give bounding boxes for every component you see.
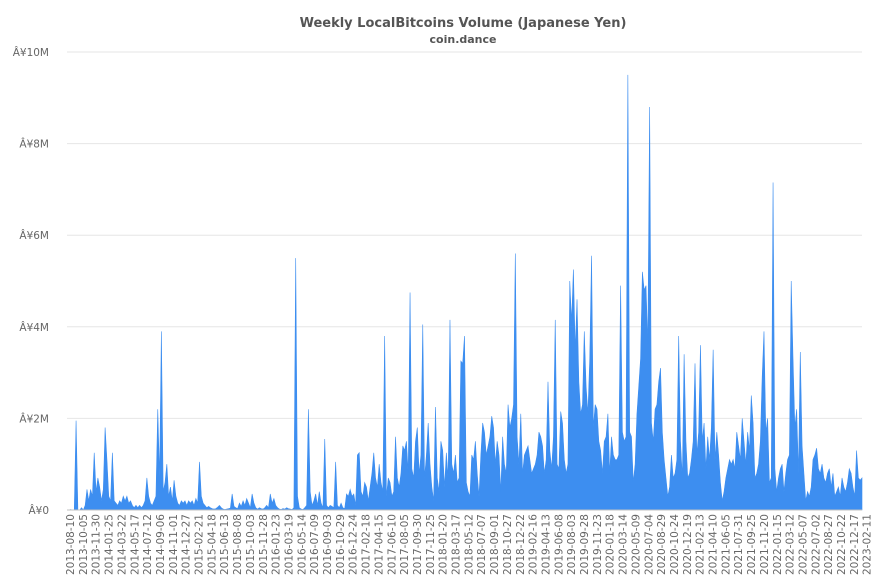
x-tick-label: 2022-03-12 [785,514,797,575]
x-tick-label: 2013-11-30 [91,514,103,575]
x-tick-label: 2018-05-12 [463,514,475,575]
x-tick-label: 2017-02-18 [361,514,373,575]
x-tick-label: 2017-06-10 [386,514,398,575]
x-tick-label: 2016-03-19 [283,514,295,575]
x-tick-label: 2022-07-02 [810,514,822,575]
y-tick-label: Â¥6M [19,229,49,242]
x-tick-label: 2019-06-08 [553,514,565,575]
x-tick-label: 2018-07-07 [476,514,488,575]
x-tick-label: 2020-10-24 [669,514,681,575]
x-tick-label: 2020-08-29 [656,514,668,575]
chart-title: Weekly LocalBitcoins Volume (Japanese Ye… [300,16,627,31]
x-tick-label: 2022-12-17 [849,514,861,575]
x-tick-label: 2018-09-01 [489,514,501,575]
x-tick-label: 2013-10-05 [78,514,90,575]
x-tick-label: 2016-07-09 [309,514,321,575]
y-tick-label: Â¥8M [19,138,49,151]
x-tick-label: 2013-08-10 [65,514,77,575]
x-tick-label: 2019-11-23 [592,514,604,575]
x-tick-label: 2015-10-03 [245,514,257,575]
x-tick-label: 2014-05-17 [129,514,141,575]
x-tick-label: 2014-01-25 [104,514,116,575]
x-tick-label: 2020-03-14 [618,514,630,575]
y-tick-label: Â¥2M [19,412,49,425]
x-tick-label: 2023-02-11 [862,514,874,575]
x-tick-label: 2014-03-22 [116,514,128,575]
x-tick-label: 2022-08-27 [823,514,835,575]
x-tick-label: 2015-04-18 [206,514,218,575]
y-tick-label: Â¥10M [13,46,49,59]
y-tick-label: Â¥4M [19,321,49,334]
x-axis-labels: 2013-08-10 2013-10-05 2013-11-30 2014-01-25… [65,514,874,575]
x-tick-label: 2016-09-03 [322,514,334,575]
x-tick-label: 2020-07-04 [643,514,655,575]
x-tick-label: 2015-08-08 [232,514,244,575]
x-tick-label: 2016-05-14 [296,514,308,575]
x-tick-label: 2021-02-13 [695,514,707,575]
x-tick-label: 2018-12-22 [515,514,527,575]
x-tick-label: 2014-07-12 [142,514,154,575]
x-tick-label: 2015-11-28 [258,514,270,575]
x-tick-label: 2018-01-20 [438,514,450,575]
y-axis-labels: Â¥0 Â¥2M Â¥4M Â¥6M Â¥8M Â¥10M [13,46,49,517]
x-tick-label: 2016-10-29 [335,514,347,575]
y-tick-label: Â¥0 [28,504,49,517]
x-tick-label: 2022-05-07 [797,514,809,575]
x-tick-label: 2019-08-03 [566,514,578,575]
x-tick-label: 2018-10-27 [502,514,514,575]
x-tick-label: 2021-07-31 [733,514,745,575]
x-tick-label: 2020-12-19 [682,514,694,575]
x-tick-label: 2019-02-16 [528,514,540,575]
x-tick-label: 2020-05-09 [630,514,642,575]
x-tick-label: 2019-09-28 [579,514,591,575]
x-tick-label: 2014-12-27 [181,514,193,575]
x-tick-label: 2022-01-15 [772,514,784,575]
x-tick-label: 2018-03-17 [451,514,463,575]
x-tick-label: 2016-01-23 [271,514,283,575]
x-tick-label: 2015-02-21 [194,514,206,575]
x-tick-label: 2019-04-13 [540,514,552,575]
x-tick-label: 2021-09-25 [746,514,758,575]
x-tick-label: 2015-06-13 [219,514,231,575]
x-tick-label: 2021-06-05 [720,514,732,575]
x-tick-label: 2014-11-01 [168,514,180,575]
x-tick-label: 2017-04-15 [373,514,385,575]
x-tick-label: 2017-09-30 [412,514,424,575]
volume-area-series [67,74,863,511]
x-tick-label: 2021-04-10 [708,514,720,575]
x-tick-label: 2017-08-05 [399,514,411,575]
x-tick-label: 2020-01-18 [605,514,617,575]
x-tick-label: 2021-11-20 [759,514,771,575]
x-tick-label: 2014-09-06 [155,514,167,575]
chart-subtitle: coin.dance [430,33,497,46]
x-tick-label: 2016-12-24 [348,514,360,575]
x-tick-label: 2017-11-25 [425,514,437,575]
x-tick-label: 2022-10-22 [836,514,848,575]
